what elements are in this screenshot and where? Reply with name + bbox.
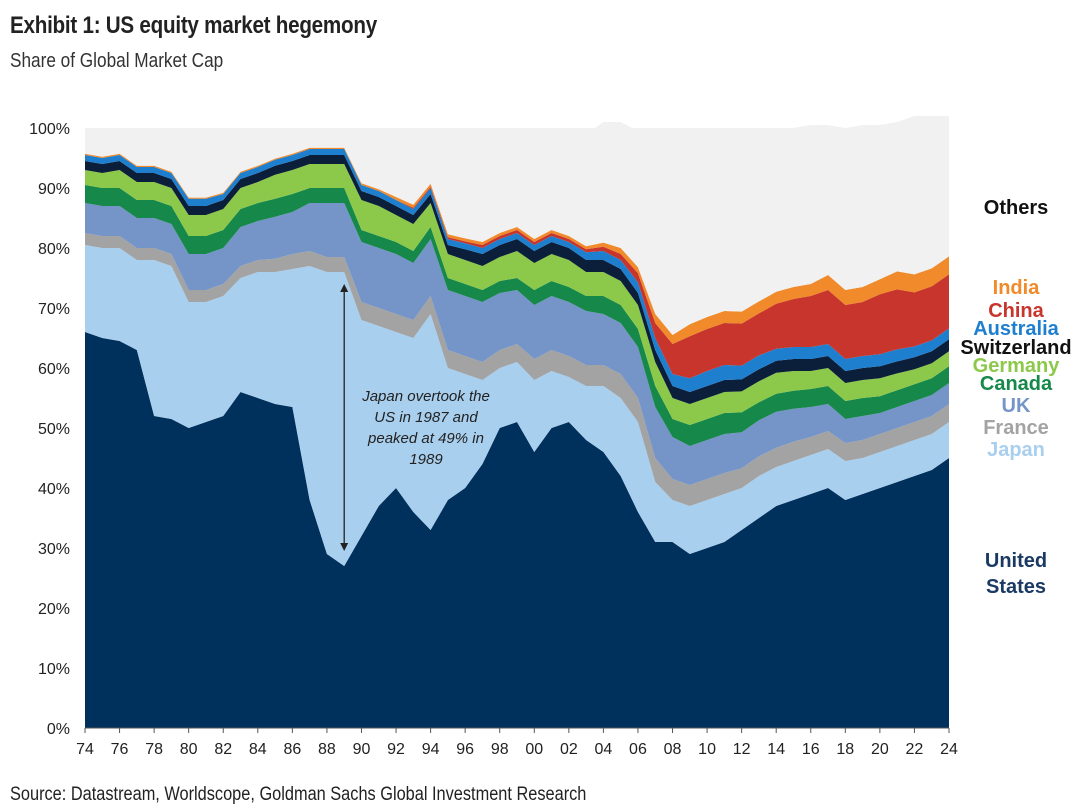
- area-australia: [85, 149, 949, 392]
- y-tick-label: 30%: [38, 541, 70, 558]
- annotation-text-line: Japan overtook the: [361, 388, 490, 405]
- area-uk: [85, 203, 949, 485]
- series-label-china: China: [988, 300, 1044, 322]
- y-tick-label: 20%: [38, 601, 70, 618]
- japan-annotation: Japan overtook the US in 1987 and peaked a…: [340, 284, 490, 551]
- x-tick-label: 86: [283, 741, 301, 758]
- x-tick-label: 20: [871, 741, 889, 758]
- stacked-area-chart: 0% 10% 20% 30% 40% 50% 60% 70% 80% 90% 100% 74 76 78…: [29, 116, 1072, 758]
- series-label-united-states: States: [986, 576, 1046, 598]
- x-axis: 74 76 78 80 82 84 86 88 90 92 94 96 98 00 02 04 06 08 10 12…: [76, 727, 958, 758]
- area-canada: [85, 185, 949, 446]
- annotation-arrow-head-up: [340, 284, 349, 292]
- y-tick-label: 90%: [38, 181, 70, 198]
- series-label-others: Others: [984, 197, 1048, 219]
- source-note: Source: Datastream, Worldscope, Goldman …: [10, 784, 587, 805]
- annotation-text-line: US in 1987 and: [374, 409, 478, 426]
- annotation-text-line: 1989: [409, 451, 443, 468]
- series-label-united-states: United: [985, 550, 1047, 572]
- series-label-germany: Germany: [973, 355, 1061, 377]
- chart-title: Exhibit 1: US equity market hegemony: [10, 12, 377, 39]
- y-tick-label: 60%: [38, 361, 70, 378]
- area-china: [85, 149, 949, 379]
- x-tick-label: 94: [422, 741, 440, 758]
- area-switzerland: [85, 155, 949, 404]
- series-areas: [85, 116, 949, 728]
- x-tick-label: 24: [940, 741, 958, 758]
- area-others: [85, 116, 949, 335]
- x-tick-label: 80: [180, 741, 198, 758]
- annotation-text-line: peaked at 49% in: [367, 430, 484, 447]
- x-tick-label: 04: [595, 741, 613, 758]
- x-tick-label: 02: [560, 741, 578, 758]
- series-label-india: India: [993, 277, 1041, 299]
- y-axis: 0% 10% 20% 30% 40% 50% 60% 70% 80% 90% 100%: [29, 121, 70, 738]
- series-label-japan: Japan: [987, 439, 1045, 461]
- x-tick-label: 84: [249, 741, 267, 758]
- x-tick-label: 22: [906, 741, 924, 758]
- x-tick-label: 96: [456, 741, 474, 758]
- series-label-france: France: [983, 417, 1049, 439]
- series-label-switzerland: Switzerland: [960, 337, 1071, 359]
- x-tick-label: 98: [491, 741, 509, 758]
- x-tick-label: 90: [353, 741, 371, 758]
- y-tick-label: 100%: [29, 121, 70, 138]
- chart-subtitle: Share of Global Market Cap: [10, 50, 224, 72]
- area-united-states: [85, 332, 949, 728]
- x-tick-label: 18: [836, 741, 854, 758]
- series-labels: United States JapanFranceUKCanadaGermanySw…: [960, 197, 1071, 598]
- y-tick-label: 0%: [47, 721, 70, 738]
- x-tick-label: 78: [145, 741, 163, 758]
- area-germany: [85, 164, 949, 425]
- series-label-uk: UK: [1002, 395, 1031, 417]
- area-japan: [85, 245, 949, 566]
- x-tick-label: 82: [214, 741, 232, 758]
- x-tick-label: 92: [387, 741, 405, 758]
- x-tick-label: 14: [767, 741, 785, 758]
- x-tick-label: 74: [76, 741, 94, 758]
- x-tick-label: 12: [733, 741, 751, 758]
- y-tick-label: 50%: [38, 421, 70, 438]
- x-tick-label: 00: [525, 741, 543, 758]
- y-tick-label: 80%: [38, 241, 70, 258]
- annotation-arrow-head-down: [340, 543, 349, 551]
- x-tick-label: 08: [664, 741, 682, 758]
- y-tick-label: 40%: [38, 481, 70, 498]
- x-tick-label: 06: [629, 741, 647, 758]
- y-tick-label: 70%: [38, 301, 70, 318]
- x-tick-label: 16: [802, 741, 820, 758]
- x-tick-label: 88: [318, 741, 336, 758]
- y-tick-label: 10%: [38, 661, 70, 678]
- area-france: [85, 233, 949, 506]
- x-tick-label: 10: [698, 741, 716, 758]
- x-tick-label: 76: [111, 741, 129, 758]
- series-label-canada: Canada: [980, 373, 1053, 395]
- series-label-australia: Australia: [973, 318, 1059, 340]
